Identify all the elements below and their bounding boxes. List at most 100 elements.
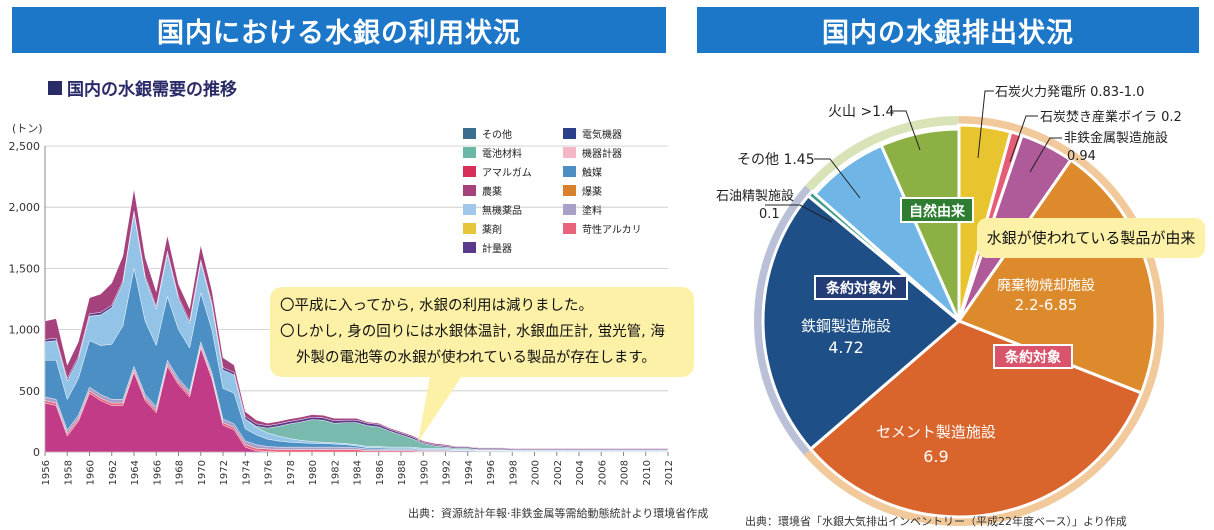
- x-tick-label: 2008: [620, 460, 631, 485]
- x-tick-label: 1990: [419, 460, 430, 485]
- x-tick-label: 1992: [442, 460, 453, 485]
- x-tick-label: 1962: [108, 460, 119, 485]
- legend-label: 電気機器: [582, 128, 622, 141]
- x-tick-label: 1988: [397, 460, 408, 485]
- heading-square-icon: [48, 80, 62, 95]
- leader-other: [814, 158, 861, 199]
- x-tick-label: 1984: [353, 460, 364, 485]
- x-tick-label: 1974: [241, 460, 252, 485]
- x-tick-label: 1956: [41, 460, 52, 485]
- y-tick-label: 500: [19, 385, 40, 398]
- y-tick-label: 0: [33, 446, 40, 459]
- leader-nonferrous: [1029, 137, 1062, 173]
- x-tick-label: 1982: [330, 460, 341, 485]
- right-banner: 国内の水銀排出状況: [697, 7, 1199, 53]
- x-tick-label: 2006: [597, 460, 608, 485]
- x-tick-label: 1986: [375, 460, 386, 485]
- x-tick-label: 1958: [63, 460, 74, 485]
- label-cement-value: 6.9: [923, 447, 948, 466]
- legend-label: 農薬: [482, 185, 502, 198]
- label-coal: 石炭火力発電所 0.83-1.0: [995, 85, 1144, 100]
- area-chart: (トン) 0 500 1,000 1,500 2,000 2,500 1956 1958 1960…: [9, 122, 676, 485]
- pie-slice: [808, 319, 1144, 519]
- left-banner: 国内における水銀の利用状況: [12, 7, 666, 53]
- x-tick-label: 1960: [86, 460, 97, 485]
- natural-ring: [805, 116, 959, 192]
- legend-swatch: [563, 185, 576, 196]
- area-series: [44, 188, 669, 450]
- x-tick-label: 1972: [219, 460, 230, 485]
- x-tick-label: 1964: [130, 460, 141, 485]
- x-tick-label: 1996: [486, 460, 497, 485]
- x-tick-label: 1966: [152, 460, 163, 485]
- y-tick-label: 2,000: [9, 201, 41, 214]
- legend-label: 爆薬: [582, 186, 602, 198]
- y-tick-label: 2,500: [9, 140, 41, 153]
- x-tick-label: 2002: [553, 460, 564, 485]
- x-tick-label: 2000: [531, 460, 542, 485]
- x-tick-label: 1968: [175, 460, 186, 485]
- x-tick-label: 1978: [286, 460, 297, 485]
- legend-label: 苛性アルカリ: [582, 223, 642, 236]
- legend-swatch: [563, 223, 576, 234]
- legend-label: 塗料: [582, 204, 602, 217]
- left-source: 出典：資源統計年報·非鉄金属等需給動態統計より環境省作成: [408, 507, 709, 520]
- pie-slice: [956, 157, 1157, 395]
- label-nonferrous-value: 0.94: [1067, 149, 1096, 164]
- callout-line-3: 外製の電池等の水銀が使われている製品が存在します。: [296, 350, 656, 366]
- label-nonferrous-name: 非鉄金属製造施設: [1064, 130, 1168, 146]
- legend-label: 機器計器: [582, 147, 622, 160]
- legend-label: 電池材料: [482, 147, 522, 160]
- legend-label: その他: [482, 128, 512, 141]
- outside-badge: [814, 275, 908, 300]
- legend-swatch: [463, 185, 476, 196]
- legend-label: 触媒: [582, 166, 602, 179]
- legend-swatch: [463, 204, 476, 215]
- outside-badge-label: 条約対象外: [825, 280, 896, 297]
- right-source: 出典：環境省「水銀大気排出インベントリー（平成22年度ベース）」より作成: [745, 515, 1127, 528]
- x-tick-label: 1976: [264, 460, 275, 485]
- pie-slice: [879, 127, 961, 322]
- x-tick-label: 2004: [575, 460, 586, 485]
- outside-ring: [754, 185, 812, 455]
- target-badge: [993, 344, 1073, 369]
- x-tick-label: 2012: [664, 460, 675, 485]
- leader-oil: [765, 204, 833, 223]
- callout-line-1: 〇平成に入ってから, 水銀の利用は減りました。: [280, 298, 593, 314]
- label-waste-value: 2.2-6.85: [1015, 296, 1078, 314]
- y-unit-label: (トン): [12, 122, 43, 135]
- pie-slice: [761, 193, 962, 452]
- callout-line-2: 〇しかし, 身の回りには水銀体温計, 水銀血圧計, 蛍光管, 海: [280, 324, 665, 340]
- label-cement-name: セメント製造施設: [876, 423, 996, 441]
- x-tick-label: 1980: [308, 460, 319, 485]
- legend-swatch: [463, 128, 476, 139]
- label-waste-name: 廃棄物焼却施設: [997, 277, 1095, 294]
- legend-label: アマルガム: [482, 167, 532, 179]
- x-tick-label: 2010: [642, 460, 653, 485]
- label-boiler: 石炭焚き産業ボイラ 0.2: [1040, 109, 1182, 125]
- legend-swatch: [563, 204, 576, 215]
- chart-heading: 国内の水銀需要の推移: [48, 75, 237, 100]
- legend-label: 計量器: [482, 242, 512, 255]
- product-origin-callout: 水銀が使われている製品が由来: [977, 218, 1205, 258]
- pie-slice: [812, 143, 961, 323]
- y-tick-label: 1,500: [9, 262, 41, 275]
- label-other: その他 1.45: [737, 152, 815, 168]
- target-ring: [803, 116, 1164, 526]
- natural-badge-label: 自然由来: [909, 203, 966, 220]
- label-oil-name: 石油精製施設: [716, 188, 794, 204]
- target-badge-label: 条約対象: [1004, 349, 1061, 366]
- x-tick-label: 1994: [464, 460, 475, 485]
- label-steel-value: 4.72: [828, 338, 864, 357]
- usage-callout: 〇平成に入ってから, 水銀の利用は減りました。 〇しかし, 身の回りには水銀体温…: [270, 287, 694, 377]
- legend-label: 無機薬品: [482, 204, 522, 217]
- label-oil-value: 0.1: [759, 207, 780, 222]
- leader-volcano: [890, 110, 921, 151]
- legend-label: 薬剤: [482, 223, 502, 236]
- x-tick-label: 1970: [197, 460, 208, 485]
- x-tick-label: 1998: [508, 460, 519, 485]
- label-steel-name: 鉄鋼製造施設: [801, 317, 891, 335]
- legend-swatch: [563, 128, 576, 139]
- y-tick-label: 1,000: [9, 324, 41, 337]
- leader-coal: [977, 90, 994, 159]
